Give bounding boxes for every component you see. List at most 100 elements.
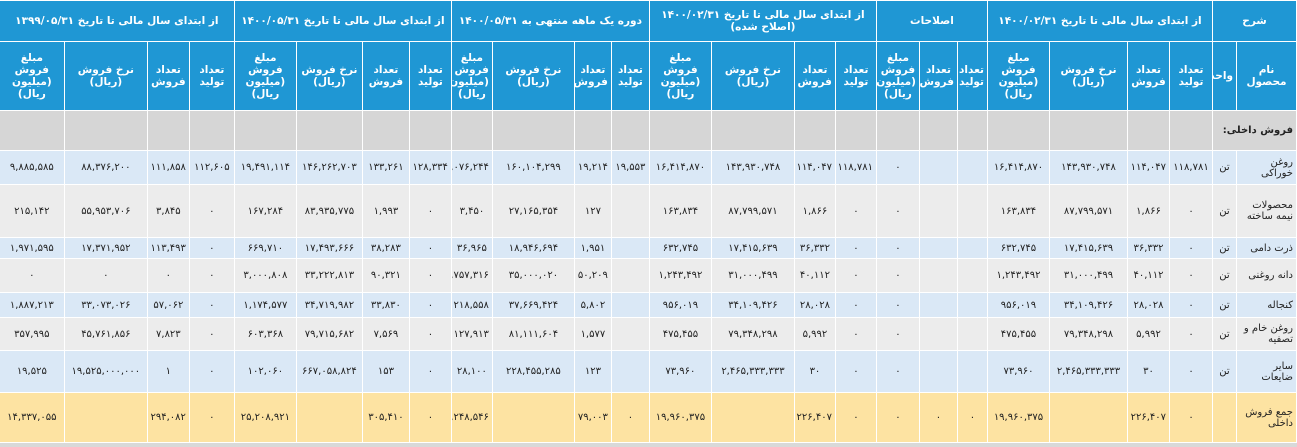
cell: ۱,۸۶۶ bbox=[793, 184, 836, 238]
row: جمع فروش داخلی ۰ ۲۲۶,۴۰۷ ۱۹,۹۶۰,۳۷۵ ۰ ۰ ۰ ۰ ۲۲۶,… bbox=[0, 392, 1297, 443]
cell: ۰ bbox=[146, 258, 190, 293]
cell: ۵۰,۲۰۹ bbox=[573, 258, 612, 293]
cell: ۰ bbox=[1169, 292, 1213, 318]
cell: ۰ bbox=[956, 392, 988, 443]
cell: ۲۸,۰۲۸ bbox=[1127, 292, 1170, 318]
cell: ۱۶,۴۱۴,۸۷۰ bbox=[986, 150, 1051, 185]
cell: ۳,۰۷۶,۲۴۴ bbox=[450, 150, 493, 185]
cell: ۰ bbox=[188, 184, 235, 238]
cell: ۱۹,۹۶۰,۳۷۵ bbox=[986, 392, 1051, 443]
product-name: سایر ضایعات bbox=[1236, 350, 1297, 393]
cell: ۱۸,۹۴۶,۶۹۴ bbox=[491, 237, 575, 259]
cell: ۰ bbox=[875, 317, 920, 351]
column-header: تعداد تولید bbox=[610, 41, 650, 111]
cell bbox=[918, 350, 958, 393]
row: دانه روغنی تن ۰ ۴۰,۱۱۲ ۳۱,۰۰۰,۴۹۹ ۱,۲۴۳,۴۹۲ ۰ ۰… bbox=[0, 258, 1297, 293]
column-header: تعداد فروش bbox=[918, 41, 958, 111]
cell bbox=[610, 292, 650, 318]
cell: ۱۶,۴۱۴,۸۷۰ bbox=[648, 150, 712, 185]
cell: ۶۳۲,۷۴۵ bbox=[986, 237, 1051, 259]
cell bbox=[956, 317, 988, 351]
cell: ۲,۴۶۵,۳۳۳,۳۳۳ bbox=[710, 350, 795, 393]
cell: ۰ bbox=[408, 350, 452, 393]
cell bbox=[918, 237, 958, 259]
column-header: مبلغ فروش (میلیون ریال) bbox=[986, 41, 1051, 111]
cell: ۱۲۳ bbox=[573, 350, 612, 393]
row: شرح از ابتدای سال مالی تا تاریخ ۱۴۰۰/۰۲/۳… bbox=[0, 0, 1297, 42]
cell: ۶۰۳,۳۶۸ bbox=[233, 317, 297, 351]
cell bbox=[834, 110, 877, 151]
cell bbox=[956, 237, 988, 259]
cell: ۱۱۴,۰۴۷ bbox=[1127, 150, 1170, 185]
unit: تن bbox=[1212, 350, 1237, 393]
cell: ۱۷,۴۱۵,۶۳۹ bbox=[710, 237, 795, 259]
cell: ۷۹,۳۴۸,۲۹۸ bbox=[710, 317, 795, 351]
cell bbox=[875, 110, 920, 151]
cell: ۱۴۶,۲۶۲,۷۰۳ bbox=[295, 150, 363, 185]
unit: تن bbox=[1212, 292, 1237, 318]
cell: ۳۸,۲۸۳ bbox=[361, 237, 410, 259]
cell: ۵,۸۰۲ bbox=[573, 292, 612, 318]
cell bbox=[610, 258, 650, 293]
cell: ۱,۹۹۳ bbox=[361, 184, 410, 238]
cell: ۳۳,۸۳۰ bbox=[361, 292, 410, 318]
cell: ۳۶,۳۳۲ bbox=[793, 237, 836, 259]
unit: تن bbox=[1212, 258, 1237, 293]
cell: ۱۲۸,۳۳۴ bbox=[408, 150, 452, 185]
cell bbox=[233, 110, 297, 151]
section-label: فروش داخلی: bbox=[1212, 110, 1297, 151]
cell: ۳۳,۲۲۲,۸۱۳ bbox=[295, 258, 363, 293]
cell: ۳۰۵,۴۱۰ bbox=[361, 392, 410, 443]
cell: ۱,۸۸۷,۲۱۳ bbox=[0, 292, 65, 318]
cell bbox=[63, 392, 148, 443]
cell: ۷,۵۶۹ bbox=[361, 317, 410, 351]
column-header: تعداد فروش bbox=[146, 41, 190, 111]
cell bbox=[710, 110, 795, 151]
cell: ۰ bbox=[188, 350, 235, 393]
cell: ۳,۸۴۵ bbox=[146, 184, 190, 238]
cell bbox=[450, 110, 493, 151]
column-header: نرخ فروش (ریال) bbox=[710, 41, 795, 111]
unit: تن bbox=[1212, 184, 1237, 238]
cell bbox=[918, 184, 958, 238]
cell: ۲۸,۰۲۸ bbox=[793, 292, 836, 318]
cell: ۰ bbox=[188, 237, 235, 259]
cell: ۲۹۴,۰۸۲ bbox=[146, 392, 190, 443]
cell: ۳,۴۵۰ bbox=[450, 184, 493, 238]
cell: ۱,۹۵۱ bbox=[573, 237, 612, 259]
cell: ۵,۲۴۸,۵۴۶ bbox=[450, 392, 493, 443]
cell: ۱,۷۵۷,۳۱۶ bbox=[450, 258, 493, 293]
cell bbox=[956, 110, 988, 151]
cell: ۱ bbox=[146, 350, 190, 393]
cell bbox=[146, 110, 190, 151]
cell: ۱۱۸,۷۸۱ bbox=[1169, 150, 1213, 185]
cell: ۵,۹۹۲ bbox=[1127, 317, 1170, 351]
cell: ۸۷,۷۹۹,۵۷۱ bbox=[710, 184, 795, 238]
cell: ۰ bbox=[1169, 392, 1213, 443]
cell: ۳۱,۰۰۰,۴۹۹ bbox=[1049, 258, 1128, 293]
cell: ۴۰,۱۱۲ bbox=[1127, 258, 1170, 293]
cell: ۷۹,۷۱۵,۶۸۲ bbox=[295, 317, 363, 351]
cell bbox=[793, 110, 836, 151]
cell: ۰ bbox=[834, 258, 877, 293]
column-header: تعداد فروش bbox=[361, 41, 410, 111]
cell: ۰ bbox=[834, 237, 877, 259]
cell: ۰ bbox=[834, 350, 877, 393]
column-header: تعداد تولید bbox=[834, 41, 877, 111]
cell: ۱۹,۲۱۴ bbox=[573, 150, 612, 185]
column-header: مبلغ فروش (میلیون ریال) bbox=[648, 41, 712, 111]
cell bbox=[956, 184, 988, 238]
column-header: تعداد تولید bbox=[408, 41, 452, 111]
cell bbox=[0, 110, 65, 151]
cell: ۰ bbox=[408, 292, 452, 318]
cell: ۱۵۳ bbox=[361, 350, 410, 393]
cell: ۲,۴۶۵,۳۳۳,۳۳۳ bbox=[1049, 350, 1128, 393]
column-header: تعداد فروش bbox=[573, 41, 612, 111]
cell: ۳۷,۶۶۹,۴۲۴ bbox=[491, 292, 575, 318]
cell bbox=[295, 392, 363, 443]
product-name: روغن خام و تصفیه bbox=[1236, 317, 1297, 351]
cell: ۲۷,۱۶۵,۳۵۴ bbox=[491, 184, 575, 238]
cell: ۱۳۳,۲۶۱ bbox=[361, 150, 410, 185]
column-header: مبلغ فروش (میلیون ریال) bbox=[450, 41, 493, 111]
cell: ۳۴,۷۱۹,۹۸۲ bbox=[295, 292, 363, 318]
